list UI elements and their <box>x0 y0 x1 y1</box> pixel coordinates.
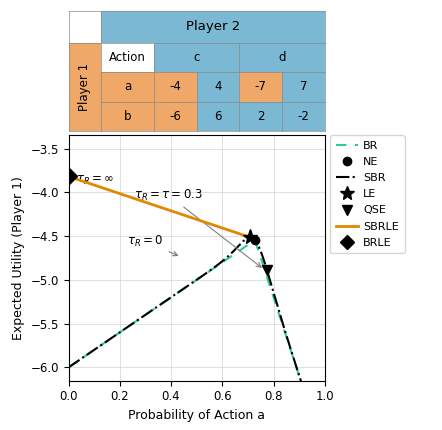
Text: 4: 4 <box>214 80 222 93</box>
Text: d: d <box>278 51 286 64</box>
Text: -7: -7 <box>255 80 267 93</box>
Text: c: c <box>194 51 200 64</box>
Text: Player 2: Player 2 <box>186 20 240 33</box>
Legend: BR, NE, SBR, LE, QSE, SBRLE, BRLE: BR, NE, SBR, LE, QSE, SBRLE, BRLE <box>330 135 404 253</box>
Text: -4: -4 <box>169 80 181 93</box>
X-axis label: Probability of Action a: Probability of Action a <box>128 409 265 422</box>
Text: $\tau_R = 0$: $\tau_R = 0$ <box>127 234 178 256</box>
Text: 2: 2 <box>257 110 264 123</box>
Text: 7: 7 <box>300 80 307 93</box>
Text: Action: Action <box>109 51 146 64</box>
Y-axis label: Expected Utility (Player 1): Expected Utility (Player 1) <box>12 176 25 340</box>
Text: a: a <box>124 80 131 93</box>
Text: $\tau_R = \tau = 0.3$: $\tau_R = \tau = 0.3$ <box>134 187 261 267</box>
Text: Player 1: Player 1 <box>78 63 91 111</box>
Text: b: b <box>124 110 131 123</box>
Text: -2: -2 <box>297 110 309 123</box>
Text: $\tau_R = \infty$: $\tau_R = \infty$ <box>76 174 114 187</box>
Text: 6: 6 <box>214 110 222 123</box>
Text: -6: -6 <box>169 110 181 123</box>
